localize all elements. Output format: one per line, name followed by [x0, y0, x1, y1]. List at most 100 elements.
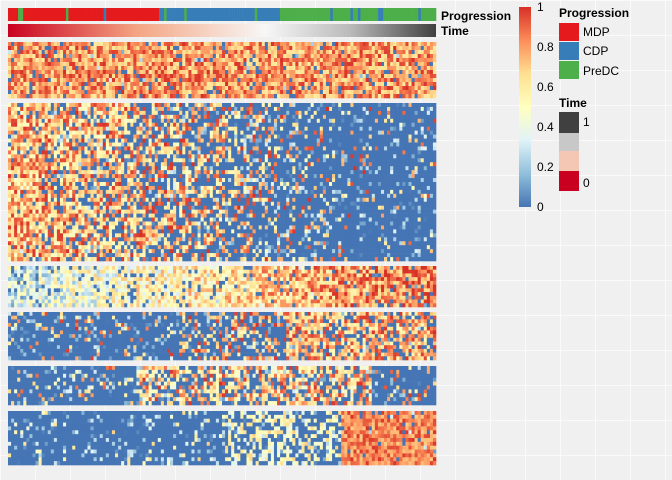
heatmap-cell	[417, 118, 422, 124]
heatmap-cell	[368, 54, 373, 59]
heatmap-cell	[277, 90, 281, 95]
heatmap-cell	[384, 78, 388, 83]
heatmap-cell	[127, 174, 131, 179]
heatmap-cell	[280, 86, 284, 91]
heatmap-cell	[399, 170, 403, 175]
heatmap-cell	[319, 54, 324, 59]
heatmap-cell	[41, 158, 45, 163]
heatmap-cell	[197, 126, 201, 131]
heatmap-cell	[243, 54, 247, 59]
heatmap-cell	[423, 174, 428, 179]
heatmap-cell	[405, 114, 409, 120]
heatmap-cell	[240, 154, 244, 159]
heatmap-cell	[289, 154, 293, 159]
heatmap-cell	[38, 50, 42, 55]
heatmap-cell	[377, 154, 382, 159]
heatmap-cell	[371, 42, 376, 47]
heatmap-cell	[160, 103, 165, 108]
heatmap-cell	[344, 122, 348, 127]
heatmap-cell	[283, 166, 287, 171]
heatmap-cell	[90, 110, 94, 116]
heatmap-cell	[32, 170, 36, 175]
heatmap-cell	[185, 158, 189, 163]
heatmap-cell	[151, 90, 156, 95]
heatmap-cell	[20, 130, 24, 135]
heatmap-cell	[185, 154, 189, 159]
heatmap-cell	[362, 182, 366, 187]
heatmap-cell	[350, 162, 354, 167]
heatmap-cell	[93, 86, 97, 91]
heatmap-cell	[408, 150, 412, 155]
heatmap-cell	[368, 118, 373, 124]
heatmap-cell	[145, 182, 149, 187]
heatmap-cell	[316, 42, 321, 47]
heatmap-cell	[182, 146, 186, 151]
heatmap-cell	[258, 78, 263, 83]
heatmap-cell	[396, 118, 400, 124]
heatmap-cell	[362, 50, 366, 55]
heatmap-cell	[420, 166, 425, 171]
heatmap-cell	[136, 146, 140, 151]
heatmap-cell	[399, 166, 403, 171]
heatmap-cell	[191, 138, 195, 143]
heatmap-cell	[41, 78, 45, 83]
heatmap-cell	[341, 62, 345, 67]
heatmap-cell	[368, 162, 373, 167]
heatmap-cell	[332, 106, 336, 112]
heatmap-cell	[87, 170, 91, 175]
heatmap-cell	[350, 86, 354, 91]
heatmap-cell	[176, 42, 180, 47]
heatmap-cell	[301, 78, 305, 83]
heatmap-cell	[84, 182, 88, 187]
heatmap-cell	[316, 166, 321, 171]
heatmap-cell	[157, 154, 162, 159]
heatmap-cell	[384, 70, 388, 75]
heatmap-cell	[228, 54, 232, 59]
heatmap-cell	[289, 62, 293, 67]
heatmap-cell	[350, 94, 354, 99]
heatmap-cell	[197, 110, 201, 116]
heatmap-cell	[396, 110, 400, 116]
heatmap-cell	[59, 86, 64, 91]
heatmap-cell	[350, 138, 354, 143]
heatmap-cell	[264, 54, 269, 59]
heatmap-cell	[341, 182, 345, 187]
heatmap-cell	[87, 103, 91, 108]
heatmap-cell	[111, 82, 116, 87]
heatmap-cell	[179, 174, 183, 179]
heatmap-cell	[243, 178, 247, 183]
heatmap-cell	[84, 58, 88, 63]
heatmap-cell	[231, 58, 235, 63]
heatmap-cell	[319, 158, 324, 163]
heatmap-cell	[63, 146, 67, 151]
heatmap-cell	[170, 90, 174, 95]
heatmap-cell	[191, 146, 195, 151]
heatmap-cell	[405, 54, 409, 59]
heatmap-cell	[423, 110, 428, 116]
heatmap-cell	[405, 146, 409, 151]
heatmap-cell	[8, 78, 12, 83]
heatmap-cell	[429, 86, 434, 91]
heatmap-cell	[96, 46, 101, 51]
heatmap-cell	[301, 182, 305, 187]
heatmap-cell	[191, 110, 195, 116]
heatmap-cell	[194, 90, 198, 95]
heatmap-cell	[295, 122, 299, 127]
heatmap-cell	[11, 142, 15, 147]
heatmap-cell	[249, 142, 253, 147]
heatmap-cell	[8, 182, 12, 187]
heatmap-cell	[371, 138, 376, 143]
heatmap-cell	[50, 134, 55, 139]
heatmap-cell	[298, 54, 302, 59]
heatmap-cell	[273, 54, 278, 59]
heatmap-cell	[17, 178, 21, 183]
heatmap-cell	[319, 170, 324, 175]
heatmap-cell	[368, 82, 373, 87]
heatmap-cell	[240, 158, 244, 163]
heatmap-cell	[26, 106, 30, 112]
heatmap-cell	[35, 142, 39, 147]
heatmap-cell	[151, 178, 156, 183]
heatmap-cell	[118, 122, 122, 127]
heatmap-cell	[41, 106, 45, 112]
heatmap-cell	[121, 154, 125, 159]
